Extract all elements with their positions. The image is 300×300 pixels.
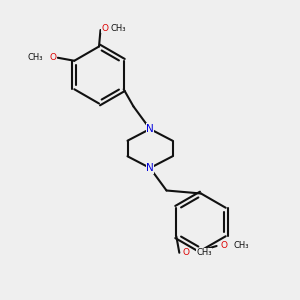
Text: CH₃: CH₃: [111, 24, 126, 33]
Text: CH₃: CH₃: [233, 242, 249, 250]
Text: N: N: [146, 163, 154, 173]
Text: O: O: [49, 53, 56, 62]
Text: O: O: [220, 242, 227, 250]
Text: CH₃: CH₃: [196, 248, 212, 257]
Text: O: O: [183, 248, 190, 257]
Text: CH₃: CH₃: [27, 53, 43, 62]
Text: O: O: [101, 24, 109, 33]
Text: N: N: [146, 124, 154, 134]
